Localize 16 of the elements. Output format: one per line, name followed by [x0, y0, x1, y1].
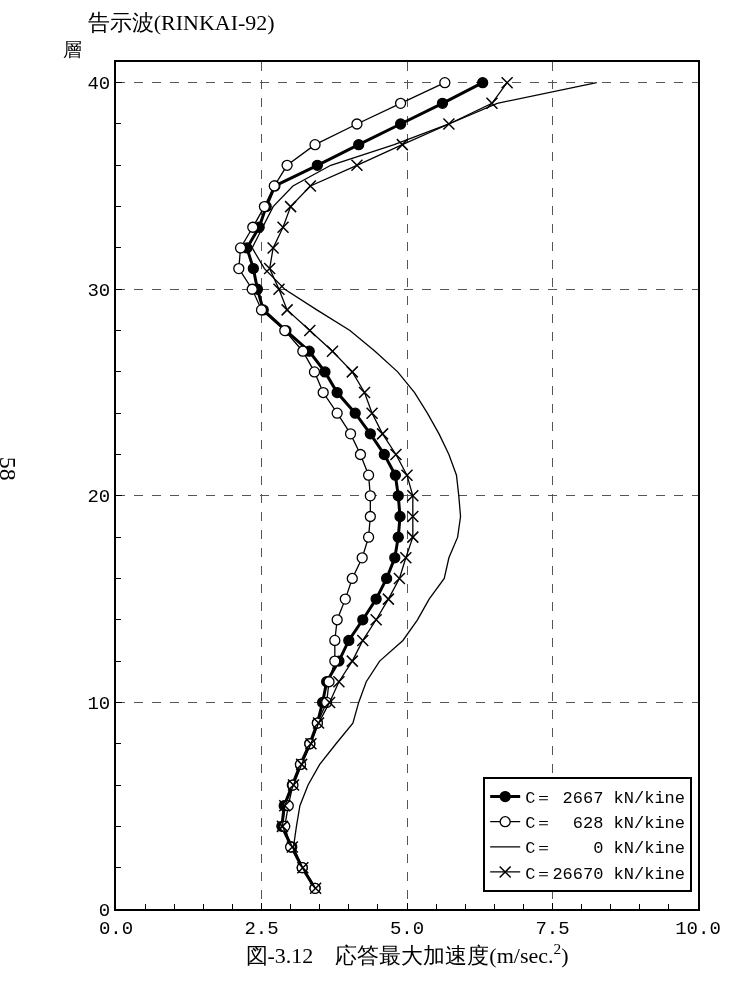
- y-axis-title: 層: [63, 38, 82, 60]
- text: 58: [0, 456, 22, 481]
- x-tick-label: 2.5: [244, 917, 279, 940]
- y-tick-label: 30: [87, 279, 111, 302]
- legend-label: C＝ 628 kN/kine: [525, 814, 686, 834]
- y-tick-label: 10: [87, 693, 111, 716]
- x-tick-label: 7.5: [535, 917, 570, 940]
- y-tick-label: 40: [87, 73, 111, 96]
- legend-label: C＝ 2667 kN/kine: [525, 789, 686, 809]
- chart-title: 告示波(RINKAI-92): [87, 10, 275, 36]
- x-axis-title: 図-3.12 応答最大加速度(m/sec.$^{2}$): [245, 939, 569, 969]
- x-tick-label: 5.0: [389, 917, 425, 940]
- x-tick-label: 10.0: [675, 917, 721, 940]
- legend-label: C＝26670 kN/kine: [525, 864, 686, 884]
- y-tick-label: 20: [87, 486, 111, 509]
- legend-label: C＝ 0 kN/kine: [525, 839, 686, 859]
